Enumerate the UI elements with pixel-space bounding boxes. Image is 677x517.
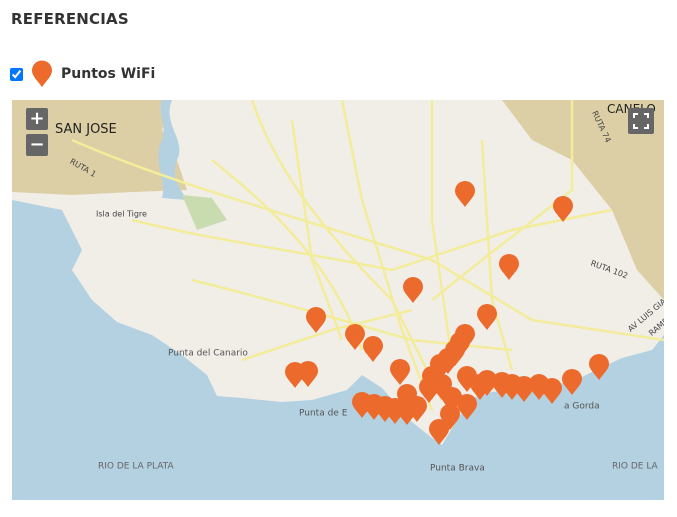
wifi-pin[interactable] <box>457 394 477 420</box>
legend-label: Puntos WiFi <box>61 66 156 82</box>
wifi-pin[interactable] <box>562 369 582 395</box>
map-label: Isla del Tigre <box>96 210 147 219</box>
wifi-pin[interactable] <box>499 254 519 280</box>
wifi-pin[interactable] <box>470 374 490 400</box>
wifi-checkbox[interactable] <box>10 67 23 81</box>
wifi-pin[interactable] <box>432 374 452 400</box>
map-label: Punta de E <box>299 409 348 419</box>
wifi-pin[interactable] <box>345 324 365 350</box>
legend-item[interactable]: Puntos WiFi <box>10 60 155 88</box>
wifi-pin-icon <box>32 60 52 87</box>
wifi-pin[interactable] <box>553 196 573 222</box>
zoom-out-button[interactable]: − <box>26 134 48 156</box>
map-label: a Gorda <box>564 402 600 412</box>
map-label: Punta del Canario <box>168 349 248 359</box>
wifi-pin[interactable] <box>363 336 383 362</box>
fullscreen-button[interactable] <box>628 108 654 134</box>
wifi-pin[interactable] <box>429 419 449 445</box>
map-label: SAN JOSE <box>55 122 117 137</box>
wifi-pin[interactable] <box>298 361 318 387</box>
wifi-pin[interactable] <box>455 181 475 207</box>
wifi-pin[interactable] <box>477 304 497 330</box>
wifi-pin[interactable] <box>403 277 423 303</box>
wifi-pin[interactable] <box>390 359 410 385</box>
references-title: REFERENCIAS <box>11 10 129 28</box>
wifi-pin[interactable] <box>542 378 562 404</box>
zoom-in-button[interactable]: + <box>26 108 48 130</box>
map-label: RIO DE LA PLATA <box>98 462 174 472</box>
wifi-pin[interactable] <box>407 396 427 422</box>
wifi-pin[interactable] <box>514 376 534 402</box>
wifi-pin[interactable] <box>306 307 326 333</box>
wifi-pin[interactable] <box>589 354 609 380</box>
map-label: RIO DE LA <box>612 462 659 472</box>
map-label: Punta Brava <box>430 464 485 474</box>
